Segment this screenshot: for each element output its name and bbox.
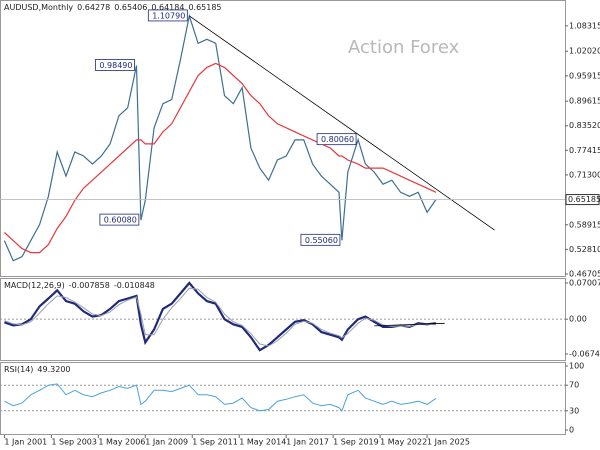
low: 0.64184 <box>151 3 184 12</box>
trend-line <box>189 15 495 231</box>
annotation-label: 0.80060 <box>321 135 354 144</box>
annotation-box <box>95 59 135 71</box>
y-tick-label: 0.89615 <box>569 97 600 106</box>
watermark: Action Forex <box>348 37 460 58</box>
x-tick-label: 1 May 2006 <box>98 438 145 447</box>
x-tick-label: 1 Sep 2003 <box>51 438 97 447</box>
x-tick-label: 1 Jan 2025 <box>427 438 470 447</box>
close: 0.65185 <box>188 3 221 12</box>
rsi-title: RSI(14) <box>4 365 33 374</box>
y-tick-label: 1.08315 <box>569 21 600 30</box>
series-line <box>4 383 437 412</box>
annotation-label: 0.98490 <box>99 61 132 70</box>
series-line <box>4 287 436 347</box>
open: 0.64278 <box>77 3 110 12</box>
x-tick-label: 1 Jan 2001 <box>4 438 47 447</box>
macd-value: -0.007858 <box>69 281 110 290</box>
series-line <box>4 281 437 352</box>
macd-header: MACD(12,26,9) -0.007858 -0.010848 <box>4 281 155 290</box>
last-price-box <box>565 194 600 206</box>
annotation-box <box>316 133 357 146</box>
y-tick-label: 0.77415 <box>569 146 600 155</box>
x-tick-label: 1 Sep 2019 <box>333 438 379 447</box>
annotation-label: 0.55060 <box>305 236 338 245</box>
y-tick-label: 0.71300 <box>569 170 600 179</box>
annotation-label: 1.10790 <box>152 11 185 20</box>
annotation-box <box>300 233 341 246</box>
signal-value: -0.010848 <box>114 281 155 290</box>
annotation-label: 0.60080 <box>104 216 137 225</box>
y-tick-label: 0.070074 <box>569 279 600 288</box>
x-tick-label: 1 May 2022 <box>380 438 427 447</box>
y-tick-label: 0.58915 <box>569 220 600 229</box>
trend-line <box>374 322 445 327</box>
y-tick-label: 0 <box>569 426 574 435</box>
macd-title: MACD(12,26,9) <box>4 281 65 290</box>
rsi-pane <box>0 362 566 435</box>
y-tick-label: 0.46705 <box>569 269 600 278</box>
rsi-value: 49.3200 <box>37 365 70 374</box>
y-tick-label: 1.02020 <box>569 47 600 56</box>
y-tick-label: -0.067419 <box>569 350 600 359</box>
x-tick-label: 1 May 2014 <box>239 438 286 447</box>
y-tick-label: 0.52810 <box>569 245 600 254</box>
symbol: AUDUSD,Monthly <box>4 3 73 12</box>
series-line <box>3 13 437 262</box>
x-tick-label: 1 Jan 2009 <box>145 438 188 447</box>
y-tick-label: 30 <box>569 406 579 415</box>
annotation-box <box>147 9 188 22</box>
rsi-header: RSI(14) 49.3200 <box>4 365 71 374</box>
price-header: AUDUSD,Monthly 0.64278 0.65406 0.64184 0.651… <box>4 3 222 12</box>
y-tick-label: 0.00 <box>569 315 587 324</box>
series-line <box>3 62 437 254</box>
high: 0.65406 <box>114 3 147 12</box>
last-price-label: 0.65185 <box>568 195 600 204</box>
y-tick-label: 0.83520 <box>569 121 600 130</box>
y-tick-label: 70 <box>569 381 579 390</box>
x-tick-label: 1 Sep 2011 <box>192 438 238 447</box>
x-tick-label: 1 Jan 2017 <box>286 438 329 447</box>
y-tick-label: 100 <box>569 362 584 371</box>
price-pane <box>0 0 566 277</box>
annotation-box <box>99 213 140 226</box>
y-tick-label: 0.95915 <box>569 71 600 80</box>
